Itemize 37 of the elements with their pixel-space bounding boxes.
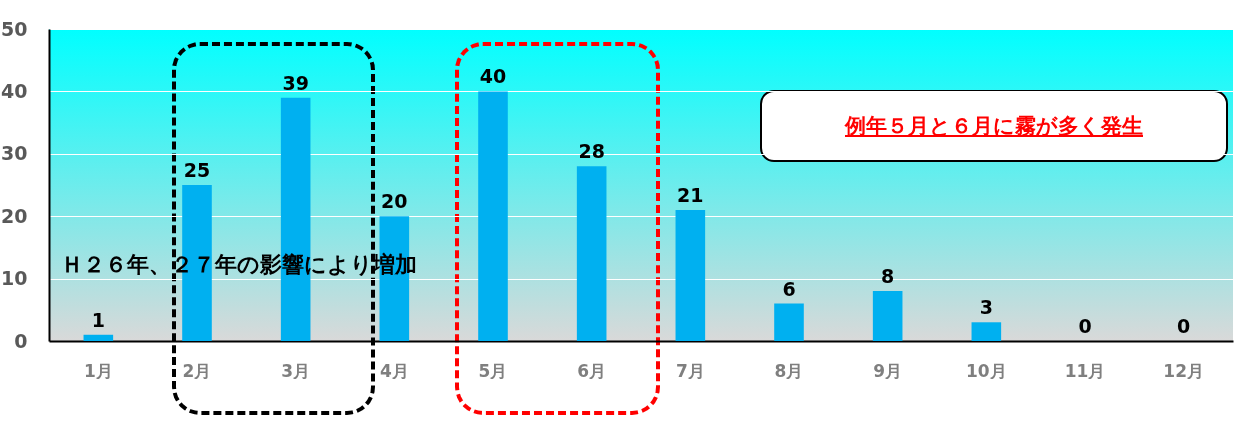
y-tick-label: 30 [1, 142, 28, 165]
bar [774, 303, 804, 341]
bar [478, 91, 508, 341]
y-tick-label: 20 [1, 204, 28, 227]
data-label: 40 [479, 65, 507, 88]
data-label: 39 [282, 71, 309, 94]
y-tick-label: 50 [1, 17, 28, 40]
x-tick-label: 5月 [478, 360, 508, 381]
x-tick-label: 12月 [1163, 360, 1204, 381]
x-tick-label: 2月 [182, 360, 212, 381]
data-label: 3 [979, 296, 993, 319]
x-tick-label: 6月 [577, 360, 607, 381]
bar [83, 334, 114, 341]
data-label: 1 [91, 308, 105, 331]
x-tick-label: 11月 [1064, 360, 1106, 381]
x-tick-label: 8月 [774, 360, 804, 381]
bar [971, 322, 1002, 341]
x-tick-label: 4月 [379, 360, 409, 381]
x-tick-label: 7月 [675, 360, 705, 381]
y-tick-label: 0 [14, 329, 28, 352]
data-label: 0 [1177, 315, 1191, 337]
y-tick-label: 10 [1, 267, 28, 290]
note-box: 例年５月と６月に霧が多く発生 [760, 90, 1228, 162]
x-tick-label: 1月 [83, 360, 113, 381]
data-label: 20 [381, 190, 408, 213]
x-tick-label: 9月 [873, 360, 903, 381]
data-label: 6 [782, 277, 796, 300]
bar [675, 209, 706, 341]
x-tick-label: 10月 [966, 360, 1007, 381]
data-label: 25 [183, 159, 211, 181]
bar [576, 166, 607, 341]
data-label: 8 [881, 265, 895, 288]
data-label: 21 [677, 183, 704, 206]
data-label: 0 [1078, 315, 1092, 337]
y-tick-label: 40 [1, 79, 28, 102]
bar [872, 291, 903, 341]
x-tick-label: 3月 [281, 360, 311, 381]
